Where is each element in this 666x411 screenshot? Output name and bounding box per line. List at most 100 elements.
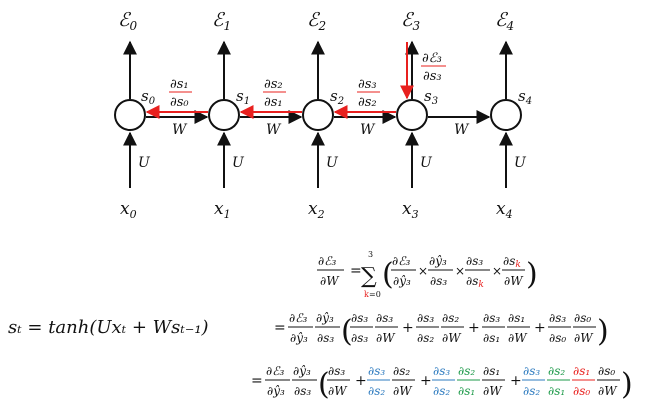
svg-text:∂s₂: ∂s₂ bbox=[433, 384, 450, 398]
svg-text:∂ŷ₃: ∂ŷ₃ bbox=[429, 254, 447, 268]
input-weight-labels: U U U U U bbox=[138, 155, 527, 171]
svg-text:∂s₁: ∂s₁ bbox=[483, 331, 500, 345]
state-node-4 bbox=[490, 99, 522, 131]
state-node-1 bbox=[208, 99, 240, 131]
svg-text:∂s₃: ∂s₃ bbox=[483, 311, 500, 325]
input-label-0: x0 bbox=[120, 199, 137, 221]
svg-text:∂s₀: ∂s₀ bbox=[170, 95, 189, 110]
svg-text:∂W: ∂W bbox=[442, 331, 462, 345]
svg-text:∂s₃: ∂s₃ bbox=[430, 274, 447, 288]
w-label-2: W bbox=[360, 122, 376, 138]
svg-text:=: = bbox=[251, 373, 263, 389]
svg-text:∂s₀: ∂s₀ bbox=[549, 331, 566, 345]
svg-text:∂s₂: ∂s₂ bbox=[523, 384, 540, 398]
input-labels: x0 x1 x2 x3 x4 bbox=[120, 199, 513, 221]
recurrent-weight-labels: W W W W bbox=[172, 122, 470, 138]
svg-text:∂s₂: ∂s₂ bbox=[548, 364, 565, 378]
svg-text:∂W: ∂W bbox=[320, 274, 340, 288]
svg-text:∂s₀: ∂s₀ bbox=[573, 384, 590, 398]
svg-text:∂s₂: ∂s₂ bbox=[417, 331, 434, 345]
grad-label-s1-s0: ∂s₁ ∂s₀ bbox=[169, 77, 192, 110]
svg-text:∂s₃: ∂s₃ bbox=[328, 364, 345, 378]
svg-text:∂s₂: ∂s₂ bbox=[393, 364, 410, 378]
state-label-1: s1 bbox=[236, 87, 250, 107]
svg-text:(: ( bbox=[382, 257, 394, 292]
svg-text:∂s₃: ∂s₃ bbox=[351, 331, 368, 345]
svg-text:∂ℰ₃: ∂ℰ₃ bbox=[392, 254, 410, 268]
svg-text:∂ŷ₃: ∂ŷ₃ bbox=[293, 364, 311, 378]
gradient-equations: ∂ℰ₃ ∂W = 3 ∑ k =0 ( ∂ℰ₃ ∂ŷ₃ × ∂ŷ₃ ∂s₃ × … bbox=[251, 250, 633, 402]
svg-text:+: + bbox=[355, 373, 367, 389]
svg-text:∂s₁: ∂s₁ bbox=[573, 364, 590, 378]
input-arrows bbox=[123, 131, 513, 188]
svg-text:∂s₁: ∂s₁ bbox=[548, 384, 565, 398]
input-label-4: x4 bbox=[496, 199, 513, 221]
svg-text:∂s₃: ∂s₃ bbox=[351, 311, 368, 325]
state-equation: sₜ = tanh(Uxₜ + Wsₜ₋₁) bbox=[8, 317, 209, 338]
svg-text:+: + bbox=[510, 373, 522, 389]
svg-text:∂s₃: ∂s₃ bbox=[376, 311, 393, 325]
svg-text:∂s₂: ∂s₂ bbox=[264, 77, 283, 92]
error-term-3: ℰ3 bbox=[401, 9, 421, 33]
grad-label-e3-s3: ∂ℰ₃ ∂s₃ bbox=[421, 51, 446, 84]
state-label-4: s4 bbox=[518, 87, 532, 107]
svg-text:∂s₃: ∂s₃ bbox=[423, 69, 442, 84]
svg-text:∂s₃: ∂s₃ bbox=[317, 331, 334, 345]
svg-text:+: + bbox=[420, 373, 432, 389]
svg-text:+: + bbox=[402, 320, 414, 336]
svg-text:∂W: ∂W bbox=[376, 331, 396, 345]
svg-text:3: 3 bbox=[368, 250, 373, 259]
state-node-0 bbox=[114, 99, 146, 131]
svg-text:∂W: ∂W bbox=[574, 331, 594, 345]
u-label-0: U bbox=[138, 155, 151, 171]
grad-label-s3-s2: ∂s₃ ∂s₂ bbox=[357, 77, 380, 110]
state-label-3: s3 bbox=[424, 87, 438, 107]
svg-text:∑: ∑ bbox=[361, 264, 377, 289]
svg-text:∂s₂: ∂s₂ bbox=[368, 384, 385, 398]
svg-text:∂ŷ₃: ∂ŷ₃ bbox=[290, 331, 308, 345]
svg-text:×: × bbox=[492, 264, 502, 278]
input-label-2: x2 bbox=[308, 199, 325, 221]
svg-text:∂s₃: ∂s₃ bbox=[417, 311, 434, 325]
svg-text:∂s₂: ∂s₂ bbox=[358, 95, 377, 110]
w-label-0: W bbox=[172, 122, 188, 138]
error-term-1: ℰ1 bbox=[212, 9, 231, 33]
svg-text:∂sk: ∂sk bbox=[503, 254, 521, 270]
svg-text:∂ŷ₃: ∂ŷ₃ bbox=[316, 311, 334, 325]
svg-text:): ) bbox=[621, 367, 633, 402]
w-label-1: W bbox=[266, 122, 282, 138]
svg-text:∂W: ∂W bbox=[483, 384, 503, 398]
svg-text:(: ( bbox=[341, 314, 353, 349]
svg-text:∂sk: ∂sk bbox=[466, 274, 484, 290]
svg-text:∂W: ∂W bbox=[393, 384, 413, 398]
u-label-3: U bbox=[420, 155, 433, 171]
svg-text:∂W: ∂W bbox=[504, 274, 524, 288]
svg-text:∂s₂: ∂s₂ bbox=[442, 311, 459, 325]
state-node-3 bbox=[396, 99, 428, 131]
error-term-0: ℰ0 bbox=[118, 9, 138, 33]
svg-text:∂s₃: ∂s₃ bbox=[294, 384, 311, 398]
svg-text:∂s₃: ∂s₃ bbox=[523, 364, 540, 378]
svg-text:∂ŷ₃: ∂ŷ₃ bbox=[267, 384, 285, 398]
u-label-2: U bbox=[326, 155, 339, 171]
svg-text:k: k bbox=[364, 290, 369, 299]
gradient-line-1: ∂ℰ₃ ∂W = 3 ∑ k =0 ( ∂ℰ₃ ∂ŷ₃ × ∂ŷ₃ ∂s₃ × … bbox=[317, 250, 538, 299]
w-label-3: W bbox=[454, 122, 470, 138]
u-label-4: U bbox=[514, 155, 527, 171]
svg-text:∂ℰ₃: ∂ℰ₃ bbox=[289, 311, 307, 325]
state-label-0: s0 bbox=[141, 87, 156, 107]
svg-text:∂W: ∂W bbox=[328, 384, 348, 398]
svg-text:): ) bbox=[597, 314, 609, 349]
state-node-2 bbox=[302, 99, 334, 131]
svg-text:∂s₁: ∂s₁ bbox=[458, 384, 475, 398]
input-label-3: x3 bbox=[402, 199, 419, 221]
svg-text:+: + bbox=[468, 320, 480, 336]
svg-text:(: ( bbox=[318, 367, 330, 402]
svg-text:∂s₀: ∂s₀ bbox=[574, 311, 591, 325]
svg-text:∂s₀: ∂s₀ bbox=[598, 364, 615, 378]
unrolled-rnn-diagram: ℰ0 ℰ1 ℰ2 ℰ3 ℰ4 ∂ℰ₃ ∂s₃ bbox=[114, 9, 532, 221]
svg-text:∂ŷ₃: ∂ŷ₃ bbox=[393, 274, 411, 288]
svg-text:∂s₁: ∂s₁ bbox=[170, 77, 189, 92]
input-label-1: x1 bbox=[214, 199, 231, 221]
